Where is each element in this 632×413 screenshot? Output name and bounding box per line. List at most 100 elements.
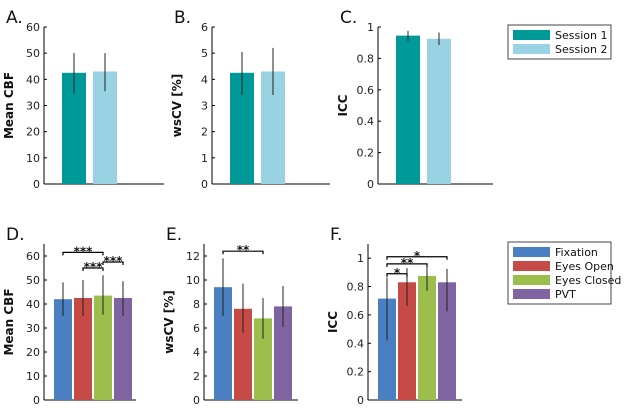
significance-bracket: [386, 273, 408, 277]
bar-session-1: [396, 35, 420, 185]
y-tick-label: 0.2: [347, 366, 365, 379]
y-tick-label: 5: [201, 47, 208, 60]
y-tick-label: 10: [26, 370, 40, 383]
panel-label: E.: [166, 225, 182, 245]
y-tick-label: 20: [26, 346, 40, 359]
y-axis-title: ICC: [326, 311, 340, 333]
y-tick-label: 3: [201, 100, 208, 113]
significance-bracket: [222, 250, 264, 255]
y-tick-label: 0: [357, 394, 364, 407]
bar-pvt: [274, 306, 292, 400]
y-tick-label: 60: [26, 250, 40, 263]
bar-fixation: [214, 287, 232, 400]
legend-label: PVT: [555, 288, 576, 301]
legend-swatch: [513, 44, 550, 54]
bar-eyes-open: [398, 282, 416, 400]
y-tick-label: 6: [193, 322, 200, 335]
significance-label: ***: [104, 254, 124, 268]
y-tick-label: 40: [26, 73, 40, 86]
y-tick-label: 10: [186, 274, 200, 287]
significance-label: *: [414, 249, 421, 263]
panel-e: 0 2 4 6 8 10 12 E. wsCV [%] **: [162, 225, 298, 407]
panel-label: F.: [330, 225, 342, 245]
bar-fixation: [54, 299, 72, 400]
y-tick-label: 0: [201, 178, 208, 191]
panel-c: 0 0.2 0.4 0.6 0.8 1 C. ICC: [336, 8, 493, 191]
legend-swatch: [513, 30, 550, 40]
legend-label: Eyes Open: [555, 260, 614, 273]
panel-a: 0 10 20 30 40 50 60A. Mean CBF: [2, 8, 164, 191]
significance-bracket: [62, 251, 104, 256]
legend-swatch: [513, 247, 550, 257]
y-tick-label: 0: [367, 178, 374, 191]
bar-session-2: [427, 38, 451, 185]
y-tick-label: 40: [26, 298, 40, 311]
bar-pvt: [438, 282, 456, 400]
significance-label: ***: [74, 244, 94, 258]
significance-label: **: [237, 243, 250, 257]
panel-label: A.: [6, 8, 23, 28]
bar-eyes-closed: [418, 275, 436, 400]
y-axis-title: wsCV [%]: [170, 74, 184, 138]
y-tick-label: 0.8: [347, 281, 365, 294]
legend-label: Fixation: [555, 246, 598, 259]
y-tick-label: 2: [201, 126, 208, 139]
y-tick-label: 30: [26, 100, 40, 113]
panel-b: 0 1 2 3 4 5 6 B. wsCV [%]: [170, 8, 330, 191]
y-tick-label: 10: [26, 152, 40, 165]
panel-f: 00.20.40.60.81F.ICC****: [326, 225, 462, 407]
y-tick-label: 0.6: [357, 84, 375, 97]
significance-bracket: [386, 256, 448, 260]
y-tick-label: 0.4: [357, 115, 375, 128]
y-tick-label: 2: [193, 370, 200, 383]
significance-bracket: [386, 263, 428, 267]
y-tick-label: 1: [357, 252, 364, 265]
significance-label: *: [394, 266, 401, 280]
y-tick-label: 4: [201, 73, 208, 86]
y-tick-label: 4: [193, 346, 200, 359]
y-axis-title: wsCV [%]: [162, 290, 176, 354]
y-tick-label: 1: [367, 21, 374, 34]
y-tick-label: 30: [26, 322, 40, 335]
legend-swatch: [513, 261, 550, 271]
bar-fixation: [378, 298, 396, 400]
y-tick-label: 8: [193, 298, 200, 311]
panel-label: D.: [6, 225, 25, 245]
legend-swatch: [513, 275, 550, 285]
y-tick-label: 60: [26, 21, 40, 34]
bar-eyes-open: [234, 308, 252, 400]
y-tick-label: 50: [26, 274, 40, 287]
bar-eyes-closed: [254, 318, 272, 400]
legend-label: Eyes Closed: [555, 274, 621, 287]
y-tick-label: 1: [201, 152, 208, 165]
y-tick-label: 0.8: [357, 52, 375, 65]
y-axis-title: Mean CBF: [2, 288, 16, 355]
legend-label: Session 1: [555, 29, 607, 42]
bar-eyes-open: [74, 298, 92, 400]
y-tick-label: 0: [33, 178, 40, 191]
y-tick-label: 0.6: [347, 309, 365, 322]
y-tick-label: 0.4: [347, 337, 365, 350]
y-tick-label: 6: [201, 21, 208, 34]
y-tick-label: 0: [193, 394, 200, 407]
y-tick-label: 0: [33, 394, 40, 407]
panel-label: C.: [340, 8, 357, 28]
y-tick-label: 0.2: [357, 147, 375, 160]
significance-label: **: [401, 256, 414, 270]
y-tick-label: 12: [186, 250, 200, 263]
legend-label: Session 2: [555, 43, 607, 56]
significance-bracket: [102, 261, 124, 265]
significance-label: ***: [84, 260, 104, 274]
significance-bracket: [82, 267, 104, 271]
y-tick-label: 20: [26, 126, 40, 139]
legend-swatch: [513, 289, 550, 299]
y-axis-title: Mean CBF: [2, 72, 16, 139]
bar-pvt: [114, 298, 132, 400]
y-tick-label: 50: [26, 47, 40, 60]
y-axis-title: ICC: [336, 94, 350, 116]
panel-label: B.: [174, 8, 191, 28]
